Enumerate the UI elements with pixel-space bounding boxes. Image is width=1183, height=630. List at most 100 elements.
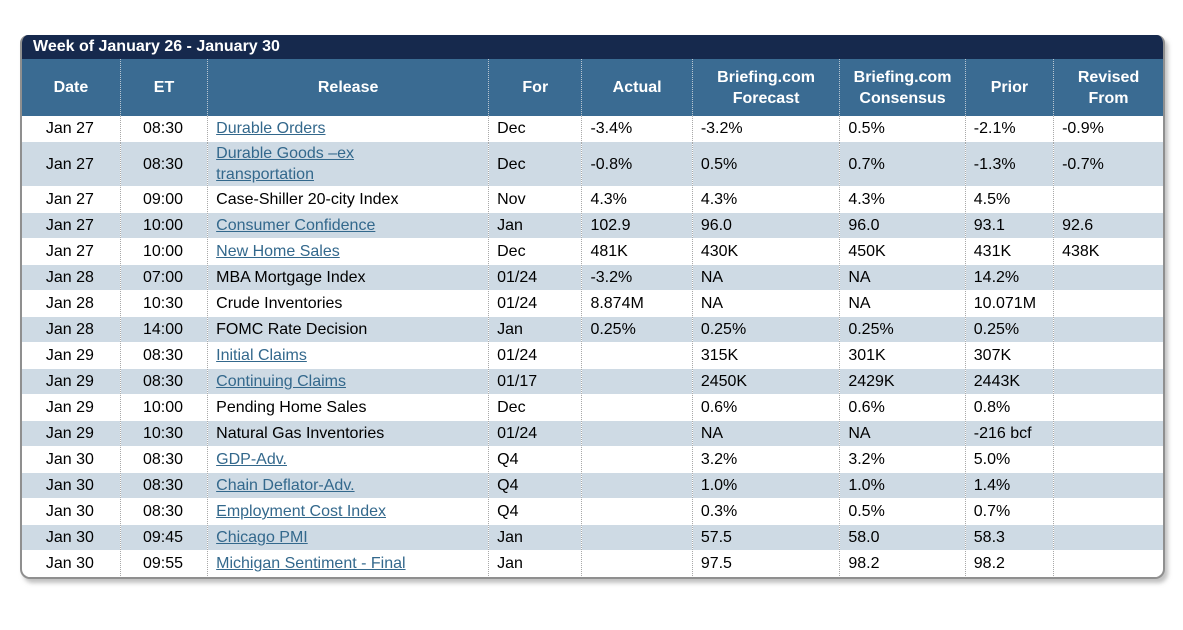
release-link[interactable]: Initial Claims bbox=[216, 347, 307, 364]
cell-date: Jan 30 bbox=[22, 550, 121, 577]
cell-release: Durable Orders bbox=[207, 116, 489, 142]
cell-forecast: NA bbox=[691, 290, 840, 317]
cell-release: Consumer Confidence bbox=[207, 212, 489, 239]
cell-et: 09:55 bbox=[119, 550, 208, 577]
cell-date: Jan 28 bbox=[22, 316, 121, 343]
cell-for: Jan bbox=[488, 550, 582, 577]
release-link[interactable]: Durable Goods –ex transportation bbox=[216, 145, 354, 183]
release-link[interactable]: Consumer Confidence bbox=[216, 217, 376, 234]
cell-consensus: 58.0 bbox=[839, 524, 966, 551]
cell-revised: 92.6 bbox=[1053, 212, 1163, 239]
cell-date: Jan 27 bbox=[22, 212, 121, 239]
cell-prior: 1.4% bbox=[964, 472, 1054, 499]
cell-consensus: 0.5% bbox=[839, 498, 966, 525]
cell-revised bbox=[1053, 446, 1163, 473]
cell-consensus: 98.2 bbox=[839, 550, 966, 577]
cell-forecast: 315K bbox=[691, 342, 840, 369]
week-title: Week of January 26 - January 30 bbox=[22, 35, 1163, 59]
table-row: Jan 28 07:00 MBA Mortgage Index 01/24 -3.2% N… bbox=[22, 264, 1163, 291]
cell-release: Initial Claims bbox=[207, 342, 489, 369]
cell-et: 08:30 bbox=[119, 116, 208, 142]
column-header-for: For bbox=[488, 59, 582, 116]
cell-actual bbox=[581, 394, 693, 421]
cell-actual: -3.2% bbox=[581, 264, 693, 291]
table-row: Jan 29 10:00 Pending Home Sales Dec 0.6% 0.6%… bbox=[22, 394, 1163, 421]
cell-actual: 481K bbox=[581, 238, 693, 265]
cell-release: Durable Goods –ex transportation bbox=[207, 141, 489, 187]
release-link[interactable]: Employment Cost Index bbox=[216, 503, 386, 520]
table-row: Jan 28 10:30 Crude Inventories 01/24 8.874M N… bbox=[22, 290, 1163, 317]
cell-et: 10:00 bbox=[119, 394, 208, 421]
cell-release: Chain Deflator-Adv. bbox=[207, 472, 489, 499]
cell-et: 09:45 bbox=[119, 524, 208, 551]
release-link[interactable]: Chain Deflator-Adv. bbox=[216, 477, 355, 494]
table-row: Jan 27 09:00 Case-Shiller 20-city Index Nov… bbox=[22, 186, 1163, 213]
cell-date: Jan 30 bbox=[22, 498, 121, 525]
cell-et: 09:00 bbox=[119, 186, 208, 213]
cell-consensus: NA bbox=[839, 290, 966, 317]
column-header-actual: Actual bbox=[581, 59, 693, 116]
cell-revised bbox=[1053, 524, 1163, 551]
release-link[interactable]: Durable Orders bbox=[216, 120, 326, 137]
cell-release: Employment Cost Index bbox=[207, 498, 489, 525]
cell-release: Case-Shiller 20-city Index bbox=[207, 186, 489, 213]
cell-date: Jan 30 bbox=[22, 446, 121, 473]
cell-et: 08:30 bbox=[119, 498, 208, 525]
cell-forecast: 0.5% bbox=[691, 141, 840, 187]
cell-prior: 307K bbox=[964, 342, 1054, 369]
release-link[interactable]: New Home Sales bbox=[216, 243, 340, 260]
cell-actual bbox=[581, 524, 693, 551]
cell-prior: 10.071M bbox=[964, 290, 1054, 317]
table-row: Jan 28 14:00 FOMC Rate Decision Jan 0.25% 0.2… bbox=[22, 316, 1163, 343]
cell-forecast: NA bbox=[691, 420, 840, 447]
cell-revised: 438K bbox=[1053, 238, 1163, 265]
cell-revised bbox=[1053, 420, 1163, 447]
cell-release: GDP-Adv. bbox=[207, 446, 489, 473]
cell-for: Dec bbox=[488, 238, 582, 265]
cell-actual bbox=[581, 472, 693, 499]
cell-actual bbox=[581, 368, 693, 395]
cell-forecast: 57.5 bbox=[691, 524, 840, 551]
cell-forecast: 3.2% bbox=[691, 446, 840, 473]
cell-revised bbox=[1053, 498, 1163, 525]
column-header-et: ET bbox=[119, 59, 208, 116]
release-link[interactable]: GDP-Adv. bbox=[216, 451, 287, 468]
release-link[interactable]: Michigan Sentiment - Final bbox=[216, 555, 406, 572]
cell-release: FOMC Rate Decision bbox=[207, 316, 489, 343]
cell-revised bbox=[1053, 316, 1163, 343]
column-header-date: Date bbox=[22, 59, 121, 116]
cell-revised bbox=[1053, 550, 1163, 577]
column-header-release: Release bbox=[207, 59, 489, 116]
cell-consensus: 96.0 bbox=[839, 212, 966, 239]
column-header-consensus: Briefing.com Consensus bbox=[839, 59, 966, 116]
cell-actual: -3.4% bbox=[581, 116, 693, 142]
cell-prior: -2.1% bbox=[964, 116, 1054, 142]
cell-date: Jan 29 bbox=[22, 342, 121, 369]
cell-for: Dec bbox=[488, 141, 582, 187]
cell-for: Jan bbox=[488, 212, 582, 239]
cell-revised bbox=[1053, 368, 1163, 395]
cell-prior: 0.25% bbox=[964, 316, 1054, 343]
cell-actual bbox=[581, 550, 693, 577]
cell-prior: 2443K bbox=[964, 368, 1054, 395]
cell-forecast: 430K bbox=[691, 238, 840, 265]
table-row: Jan 30 09:45 Chicago PMI Jan 57.5 58.0 58.3 bbox=[22, 524, 1163, 551]
cell-for: Dec bbox=[488, 394, 582, 421]
table-row: Jan 29 08:30 Initial Claims 01/24 315K 301K 30… bbox=[22, 342, 1163, 369]
cell-revised bbox=[1053, 472, 1163, 499]
cell-release: Pending Home Sales bbox=[207, 394, 489, 421]
cell-consensus: 0.7% bbox=[839, 141, 966, 187]
release-link[interactable]: Chicago PMI bbox=[216, 529, 308, 546]
table-row: Jan 30 08:30 GDP-Adv. Q4 3.2% 3.2% 5.0% bbox=[22, 446, 1163, 473]
cell-release: MBA Mortgage Index bbox=[207, 264, 489, 291]
column-header-forecast: Briefing.com Forecast bbox=[691, 59, 840, 116]
release-link[interactable]: Continuing Claims bbox=[216, 373, 346, 390]
table-row: Jan 29 08:30 Continuing Claims 01/17 2450K 24… bbox=[22, 368, 1163, 395]
cell-for: Q4 bbox=[488, 472, 582, 499]
cell-consensus: 450K bbox=[839, 238, 966, 265]
cell-for: 01/24 bbox=[488, 420, 582, 447]
cell-release: Continuing Claims bbox=[207, 368, 489, 395]
cell-actual bbox=[581, 498, 693, 525]
cell-date: Jan 28 bbox=[22, 264, 121, 291]
cell-et: 08:30 bbox=[119, 446, 208, 473]
